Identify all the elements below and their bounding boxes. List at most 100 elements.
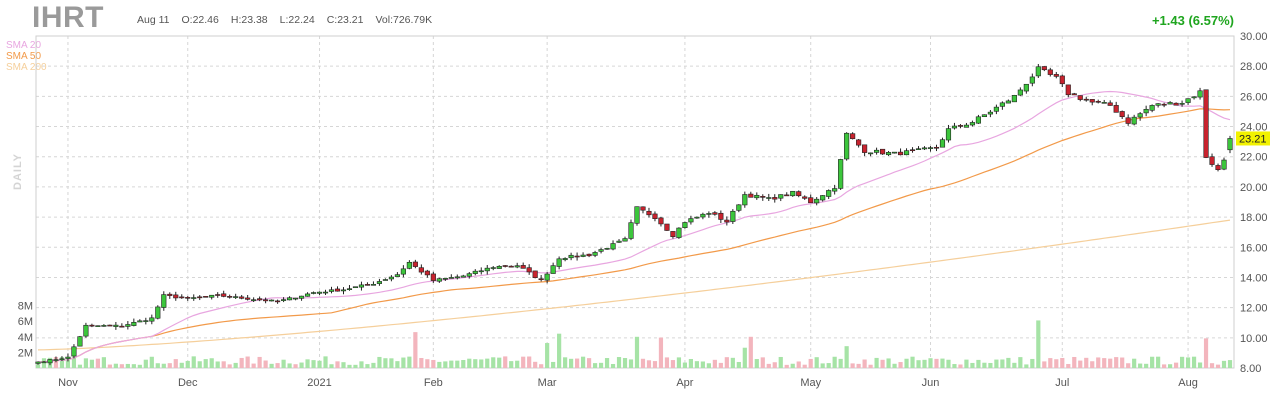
volume-bar bbox=[341, 362, 346, 368]
volume-bar bbox=[1084, 357, 1089, 368]
candle bbox=[1221, 157, 1227, 171]
volume-bar bbox=[970, 362, 975, 368]
candle-up bbox=[340, 289, 347, 292]
candle bbox=[1167, 101, 1173, 105]
candle bbox=[1065, 84, 1071, 98]
candle bbox=[622, 236, 628, 242]
candle-up bbox=[47, 359, 53, 364]
volume-bar bbox=[119, 364, 124, 368]
candle bbox=[1041, 66, 1047, 72]
candle bbox=[185, 296, 191, 301]
candle bbox=[574, 252, 580, 261]
candle-down bbox=[334, 288, 341, 292]
volume-bar bbox=[353, 364, 358, 368]
volume-bar bbox=[521, 356, 526, 368]
volume-bar bbox=[1024, 364, 1029, 368]
candle bbox=[143, 317, 149, 325]
volume-bar bbox=[1203, 338, 1209, 368]
candle-down bbox=[430, 273, 436, 281]
candle-up bbox=[1227, 138, 1233, 151]
candle bbox=[59, 356, 65, 362]
candle bbox=[1017, 87, 1023, 96]
candle-down bbox=[203, 296, 209, 298]
candle-down bbox=[239, 296, 245, 299]
candle-down bbox=[197, 296, 203, 299]
candle bbox=[346, 285, 353, 291]
volume-bar bbox=[592, 363, 598, 368]
volume-bar bbox=[545, 343, 550, 368]
candle bbox=[993, 104, 999, 115]
candle bbox=[556, 256, 562, 270]
candle-up bbox=[544, 273, 550, 281]
candle-up bbox=[442, 278, 448, 280]
candle-down bbox=[718, 212, 724, 220]
candle bbox=[676, 227, 682, 239]
x-tick-label: Feb bbox=[424, 377, 443, 389]
candle bbox=[161, 291, 167, 311]
candle-up bbox=[281, 299, 287, 301]
volume-bar bbox=[389, 358, 394, 368]
candle-down bbox=[862, 144, 868, 153]
candle bbox=[221, 290, 227, 298]
candle-down bbox=[640, 206, 646, 211]
sma50-line bbox=[37, 108, 1231, 363]
volume-bar bbox=[784, 364, 789, 368]
candle-up bbox=[496, 265, 502, 269]
readout-high: H:23.38 bbox=[230, 14, 268, 26]
candle-down bbox=[1119, 111, 1125, 118]
candle bbox=[772, 194, 778, 203]
volume-bar bbox=[1018, 357, 1023, 368]
legend-sma20: SMA 20 bbox=[6, 40, 42, 51]
candle-down bbox=[1125, 117, 1131, 124]
volume-bar bbox=[1006, 357, 1011, 368]
candle bbox=[945, 124, 952, 143]
candle-up bbox=[310, 292, 317, 294]
candle bbox=[376, 278, 383, 286]
y-tick-label: 24.00 bbox=[1240, 122, 1268, 134]
volume-bar bbox=[742, 347, 747, 368]
candle-down bbox=[808, 197, 814, 204]
candle bbox=[826, 189, 832, 200]
candle bbox=[490, 266, 496, 271]
candle bbox=[95, 325, 101, 327]
candle bbox=[191, 294, 197, 301]
volume-bar bbox=[479, 359, 484, 368]
candle-down bbox=[418, 267, 424, 273]
candle bbox=[592, 250, 598, 258]
volume-bar bbox=[1012, 362, 1017, 368]
candle-down bbox=[760, 196, 766, 198]
candle bbox=[227, 294, 233, 299]
volume-tick-label: 4M bbox=[18, 332, 33, 344]
volume-bar bbox=[413, 332, 418, 368]
candle-up bbox=[448, 277, 454, 279]
volume-bar bbox=[1215, 364, 1221, 368]
candle bbox=[496, 265, 502, 269]
candle-down bbox=[520, 265, 526, 269]
candle bbox=[310, 291, 317, 295]
volume-bar bbox=[1156, 356, 1161, 368]
candle bbox=[1197, 87, 1203, 100]
volume-bar bbox=[515, 360, 520, 368]
candle-up bbox=[963, 124, 970, 128]
y-tick-label: 20.00 bbox=[1240, 182, 1268, 194]
candle bbox=[1071, 92, 1077, 96]
candle-up bbox=[161, 294, 167, 308]
volume-bar bbox=[395, 361, 400, 368]
volume-bar bbox=[419, 358, 424, 368]
candle bbox=[808, 194, 814, 204]
candle-down bbox=[850, 133, 856, 140]
candle-down bbox=[1161, 103, 1167, 106]
candle bbox=[544, 272, 550, 284]
candle-up bbox=[322, 291, 329, 294]
candle-up bbox=[316, 291, 323, 294]
candle bbox=[1101, 99, 1107, 104]
x-tick-label: Jul bbox=[1055, 377, 1069, 389]
candle bbox=[400, 265, 406, 278]
volume-bar bbox=[257, 356, 262, 368]
candle bbox=[915, 146, 922, 150]
candle-up bbox=[694, 216, 700, 219]
candle bbox=[53, 356, 59, 363]
candle bbox=[508, 265, 514, 268]
candle bbox=[718, 210, 724, 223]
